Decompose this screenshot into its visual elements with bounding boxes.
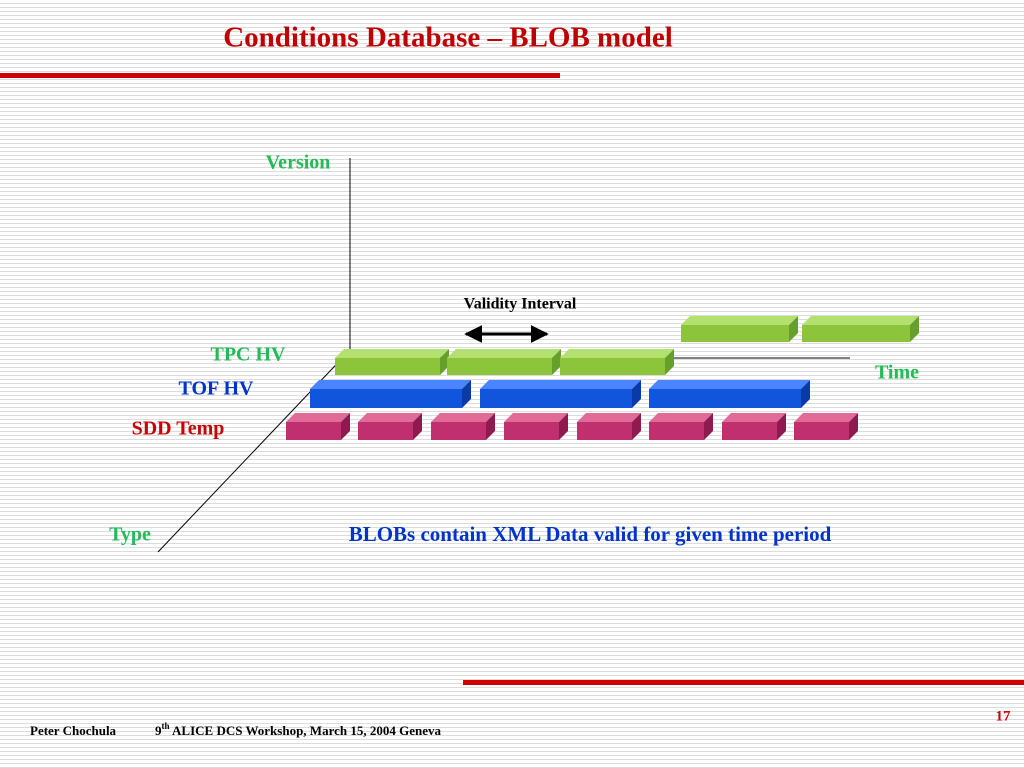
box-face xyxy=(462,380,471,408)
annotation: Validity Interval xyxy=(464,296,577,313)
box-face xyxy=(794,413,858,422)
footer-event-number: 9 xyxy=(155,723,162,738)
box-face xyxy=(286,413,350,422)
box-face xyxy=(577,422,632,440)
box-face xyxy=(431,413,495,422)
box-face xyxy=(341,413,350,440)
box-face xyxy=(681,316,798,325)
box-face xyxy=(632,413,641,440)
box-face xyxy=(665,349,674,375)
box-face xyxy=(560,358,665,375)
box-face xyxy=(447,349,561,358)
box-face xyxy=(649,389,801,408)
blob-boxes xyxy=(286,316,919,440)
row-label: SDD Temp xyxy=(132,418,225,440)
box-face xyxy=(849,413,858,440)
box-face xyxy=(649,422,704,440)
box-face xyxy=(413,413,422,440)
box-face xyxy=(802,316,919,325)
box-face xyxy=(802,325,910,342)
box-face xyxy=(431,422,486,440)
footer-event-suffix: th xyxy=(162,721,170,731)
box-face xyxy=(722,422,777,440)
box-face xyxy=(310,380,471,389)
box-face xyxy=(480,389,632,408)
footer-author: Peter Chochula xyxy=(30,723,117,738)
axis-label: Type xyxy=(109,524,151,546)
box-face xyxy=(504,422,559,440)
caption: BLOBs contain XML Data valid for given t… xyxy=(349,522,832,546)
box-face xyxy=(552,349,561,375)
box-face xyxy=(681,325,789,342)
axis-label: Time xyxy=(875,362,919,384)
row-label: TPC HV xyxy=(211,344,287,366)
box-face xyxy=(559,413,568,440)
box-face xyxy=(910,316,919,342)
box-face xyxy=(794,422,849,440)
box-face xyxy=(310,389,462,408)
axis-label: Version xyxy=(266,152,331,174)
box-face xyxy=(777,413,786,440)
rule xyxy=(0,73,560,78)
box-face xyxy=(335,349,449,358)
box-face xyxy=(789,316,798,342)
box-face xyxy=(358,422,413,440)
box-face xyxy=(577,413,641,422)
box-face xyxy=(649,380,810,389)
box-face xyxy=(447,358,552,375)
page-number: 17 xyxy=(996,708,1012,724)
box-face xyxy=(722,413,786,422)
box-face xyxy=(649,413,713,422)
box-face xyxy=(704,413,713,440)
footer-event: 9th ALICE DCS Workshop, March 15, 2004 G… xyxy=(155,721,441,738)
box-face xyxy=(335,358,440,375)
box-face xyxy=(486,413,495,440)
box-face xyxy=(286,422,341,440)
rule xyxy=(463,680,1024,685)
box-face xyxy=(480,380,641,389)
box-face xyxy=(358,413,422,422)
box-face xyxy=(632,380,641,408)
row-label: TOF HV xyxy=(178,378,254,400)
box-face xyxy=(560,349,674,358)
box-face xyxy=(801,380,810,408)
box-face xyxy=(504,413,568,422)
box-face xyxy=(440,349,449,375)
title: Conditions Database – BLOB model xyxy=(223,22,673,54)
footer-event-rest: ALICE DCS Workshop, March 15, 2004 Genev… xyxy=(170,723,442,738)
